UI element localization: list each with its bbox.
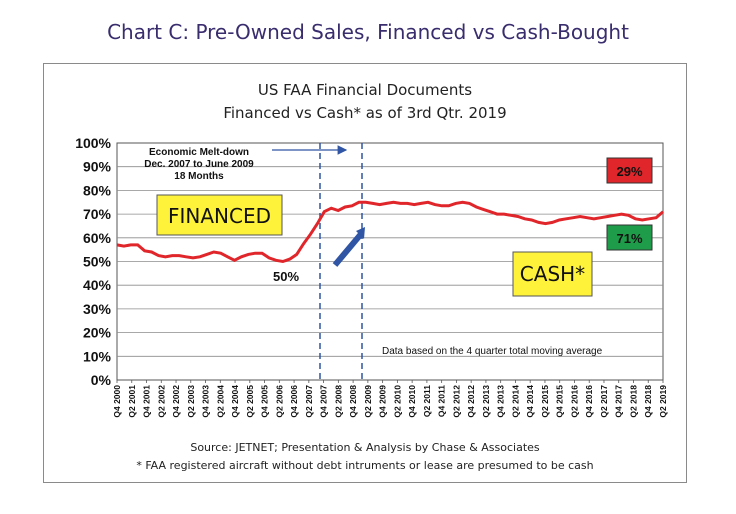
cash-label: CASH* — [520, 262, 585, 286]
source-footnote: Source: JETNET; Presentation & Analysis … — [190, 441, 540, 454]
pct-29-box — [606, 157, 653, 184]
x-tick-label: Q2 2004 — [215, 385, 225, 418]
grid — [117, 166, 663, 357]
x-tick-label: Q4 2015 — [555, 385, 565, 418]
x-tick-label: Q4 2007 — [319, 385, 329, 418]
x-tick-label: Q2 2013 — [481, 385, 491, 418]
x-tick-label: Q4 2003 — [201, 385, 211, 418]
y-tick-label: 20% — [83, 325, 112, 341]
x-tick-label: Q2 2017 — [599, 385, 609, 418]
x-tick-label: Q2 2018 — [628, 385, 638, 418]
pct-71-label: 71% — [616, 231, 642, 246]
y-tick-label: 40% — [83, 277, 112, 293]
financed-series-line — [116, 200, 664, 264]
x-tick-label: Q4 2000 — [112, 385, 122, 418]
meltdown-label-2: Dec. 2007 to June 2009 — [144, 159, 254, 170]
x-tick-label: Q2 2015 — [540, 385, 550, 418]
x-tick-label: Q4 2001 — [142, 385, 152, 418]
pct-71-box — [606, 224, 653, 251]
x-tick-label: Q4 2002 — [171, 385, 181, 418]
x-tick-label: Q4 2008 — [348, 385, 358, 418]
y-tick-label: 100% — [75, 135, 111, 151]
y-tick-label: 0% — [91, 372, 112, 388]
y-tick-label: 30% — [83, 301, 112, 317]
recovery-arrow-head — [356, 227, 365, 239]
y-tick-label: 70% — [83, 206, 112, 222]
recovery-arrow-shaft — [332, 232, 364, 267]
x-axis: Q4 2000 Q2 2001 Q4 2001 Q2 2002 Q4 2002 Q2 20… — [112, 380, 668, 418]
x-tick-label: Q2 2003 — [186, 385, 196, 418]
x-tick-label: Q4 2010 — [407, 385, 417, 418]
y-tick-label: 90% — [83, 159, 112, 175]
x-tick-label: Q2 2008 — [333, 385, 343, 418]
pct-50-label: 50% — [273, 269, 299, 284]
page-heading: Chart C: Pre-Owned Sales, Financed vs Ca… — [107, 20, 629, 44]
x-tick-label: Q2 2016 — [569, 385, 579, 418]
x-tick-label: Q2 2011 — [422, 385, 432, 417]
x-tick-label: Q4 2017 — [614, 385, 624, 418]
x-tick-label: Q4 2016 — [584, 385, 594, 418]
y-tick-label: 60% — [83, 230, 112, 246]
y-tick-label: 50% — [83, 254, 112, 270]
x-tick-label: Q2 2001 — [127, 385, 137, 418]
y-axis: 0% 10% 20% 30% 40% 50% 60% 70% 80% 90% 100% — [75, 135, 111, 388]
chart-title: US FAA Financial Documents — [258, 81, 472, 99]
x-tick-label: Q2 2014 — [510, 385, 520, 418]
x-tick-label: Q4 2013 — [496, 385, 506, 418]
x-tick-label: Q4 2006 — [289, 385, 299, 418]
x-tick-label: Q2 2019 — [658, 385, 668, 418]
pct-29-label: 29% — [616, 164, 642, 179]
x-tick-label: Q4 2005 — [260, 385, 270, 418]
financed-label-box — [156, 194, 283, 236]
x-tick-label: Q2 2012 — [451, 385, 461, 418]
y-tick-label: 10% — [83, 348, 112, 364]
meltdown-label-3: 18 Months — [174, 171, 224, 182]
cash-label-box — [512, 251, 593, 297]
x-tick-label: Q2 2007 — [304, 385, 314, 418]
x-tick-label: Q2 2002 — [156, 385, 166, 418]
x-tick-label: Q2 2010 — [392, 385, 402, 418]
x-tick-label: Q4 2018 — [643, 385, 653, 418]
x-tick-label: Q4 2012 — [466, 385, 476, 418]
x-tick-label: Q4 2004 — [230, 385, 240, 418]
cash-footnote: * FAA registered aircraft without debt i… — [136, 459, 593, 472]
x-tick-label: Q2 2009 — [363, 385, 373, 418]
x-tick-label: Q4 2014 — [525, 385, 535, 418]
financed-label: FINANCED — [168, 204, 271, 228]
x-tick-label: Q4 2009 — [378, 385, 388, 418]
x-tick-label: Q2 2005 — [245, 385, 255, 418]
chart-svg: US FAA Financial Documents Financed vs C… — [75, 81, 668, 472]
chart-frame: US FAA Financial Documents Financed vs C… — [43, 63, 687, 483]
moving-average-note: Data based on the 4 quarter total moving… — [382, 346, 603, 357]
y-tick-label: 80% — [83, 182, 112, 198]
meltdown-label-1: Economic Melt-down — [149, 147, 249, 158]
chart-subtitle: Financed vs Cash* as of 3rd Qtr. 2019 — [223, 104, 506, 122]
x-tick-label: Q2 2006 — [274, 385, 284, 418]
x-tick-label: Q4 2011 — [437, 385, 447, 417]
